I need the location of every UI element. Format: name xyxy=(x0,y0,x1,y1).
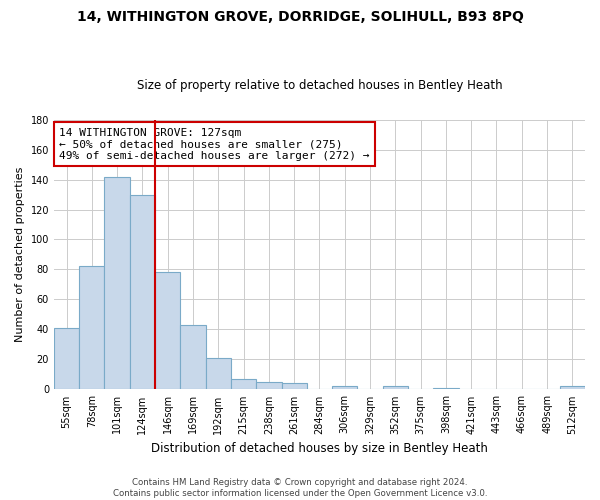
Bar xyxy=(104,176,130,390)
Bar xyxy=(433,388,458,390)
Text: Contains HM Land Registry data © Crown copyright and database right 2024.
Contai: Contains HM Land Registry data © Crown c… xyxy=(113,478,487,498)
Bar xyxy=(130,194,155,390)
X-axis label: Distribution of detached houses by size in Bentley Heath: Distribution of detached houses by size … xyxy=(151,442,488,455)
Bar xyxy=(332,386,358,390)
Y-axis label: Number of detached properties: Number of detached properties xyxy=(15,167,25,342)
Text: 14, WITHINGTON GROVE, DORRIDGE, SOLIHULL, B93 8PQ: 14, WITHINGTON GROVE, DORRIDGE, SOLIHULL… xyxy=(77,10,523,24)
Bar xyxy=(79,266,104,390)
Text: 14 WITHINGTON GROVE: 127sqm
← 50% of detached houses are smaller (275)
49% of se: 14 WITHINGTON GROVE: 127sqm ← 50% of det… xyxy=(59,128,370,161)
Bar xyxy=(281,384,307,390)
Bar xyxy=(256,382,281,390)
Title: Size of property relative to detached houses in Bentley Heath: Size of property relative to detached ho… xyxy=(137,79,502,92)
Bar xyxy=(383,386,408,390)
Bar xyxy=(54,328,79,390)
Bar xyxy=(560,386,585,390)
Bar xyxy=(206,358,231,390)
Bar xyxy=(231,379,256,390)
Bar xyxy=(155,272,181,390)
Bar xyxy=(181,325,206,390)
